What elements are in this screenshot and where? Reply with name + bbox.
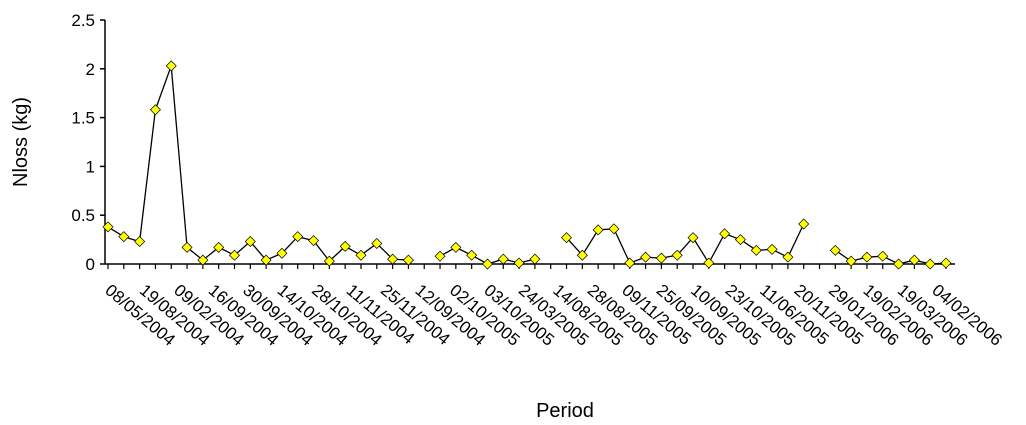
data-point-marker bbox=[671, 249, 683, 261]
data-point-marker bbox=[513, 257, 525, 269]
series-lines bbox=[107, 65, 947, 265]
y-ticks: 0 0.5 1 1.5 2 2.5 bbox=[71, 11, 105, 274]
series-markers bbox=[102, 60, 952, 270]
data-point-marker bbox=[924, 258, 936, 270]
y-tick-label: 0.5 bbox=[71, 206, 95, 225]
data-point-marker bbox=[798, 218, 810, 230]
data-point-marker bbox=[576, 249, 588, 261]
y-tick-label: 2.5 bbox=[71, 11, 95, 30]
data-point-marker bbox=[260, 254, 272, 266]
data-point-marker bbox=[339, 240, 351, 252]
data-point-marker bbox=[703, 257, 715, 269]
data-point-marker bbox=[734, 234, 746, 246]
data-point-marker bbox=[355, 249, 367, 261]
data-point-marker bbox=[244, 236, 256, 248]
data-point-marker bbox=[276, 247, 288, 259]
data-point-marker bbox=[529, 253, 541, 265]
data-point-marker bbox=[750, 244, 762, 256]
data-point-marker bbox=[450, 241, 462, 253]
data-point-marker bbox=[102, 221, 114, 233]
data-point-marker bbox=[640, 251, 652, 263]
y-axis-title: Nloss (kg) bbox=[10, 97, 32, 187]
data-point-marker bbox=[877, 250, 889, 262]
data-point-marker bbox=[134, 236, 146, 248]
data-point-marker bbox=[608, 223, 620, 235]
data-point-marker bbox=[292, 231, 304, 243]
x-tick-labels: 08/05/200419/08/200409/02/200416/09/2004… bbox=[101, 281, 1005, 350]
data-point-marker bbox=[466, 249, 478, 261]
data-point-marker bbox=[213, 241, 225, 253]
data-point-marker bbox=[592, 224, 604, 236]
data-point-marker bbox=[655, 252, 667, 264]
data-point-marker bbox=[766, 243, 778, 255]
data-point-marker bbox=[940, 257, 952, 269]
data-point-marker bbox=[687, 232, 699, 244]
y-tick-label: 2 bbox=[86, 60, 95, 79]
data-point-marker bbox=[782, 251, 794, 263]
data-point-marker bbox=[181, 241, 193, 253]
data-point-marker bbox=[323, 255, 335, 267]
data-point-marker bbox=[402, 254, 414, 266]
y-tick-label: 1.5 bbox=[71, 109, 95, 128]
data-point-marker bbox=[719, 228, 731, 240]
data-point-marker bbox=[165, 60, 177, 72]
data-point-marker bbox=[845, 255, 857, 267]
x-axis-title: Period bbox=[536, 400, 594, 422]
data-point-marker bbox=[893, 258, 905, 270]
y-tick-label: 1 bbox=[86, 157, 95, 176]
data-point-marker bbox=[829, 244, 841, 256]
series-line-segment bbox=[107, 65, 409, 263]
x-axis: 08/05/200419/08/200409/02/200416/09/2004… bbox=[101, 263, 1006, 350]
data-point-marker bbox=[561, 232, 573, 244]
data-point-marker bbox=[197, 254, 209, 266]
data-point-marker bbox=[908, 254, 920, 266]
series-line-segment bbox=[566, 223, 805, 265]
data-point-marker bbox=[861, 251, 873, 263]
y-axis: 0 0.5 1 1.5 2 2.5 bbox=[71, 11, 106, 274]
data-point-marker bbox=[497, 253, 509, 265]
data-point-marker bbox=[149, 104, 161, 116]
y-tick-label: 0 bbox=[86, 255, 95, 274]
data-point-marker bbox=[387, 253, 399, 265]
data-point-marker bbox=[371, 238, 383, 249]
data-point-marker bbox=[624, 257, 636, 269]
data-point-marker bbox=[228, 249, 240, 261]
data-point-marker bbox=[434, 250, 446, 262]
data-point-marker bbox=[308, 235, 320, 247]
data-point-marker bbox=[118, 231, 130, 243]
data-point-marker bbox=[481, 258, 493, 270]
